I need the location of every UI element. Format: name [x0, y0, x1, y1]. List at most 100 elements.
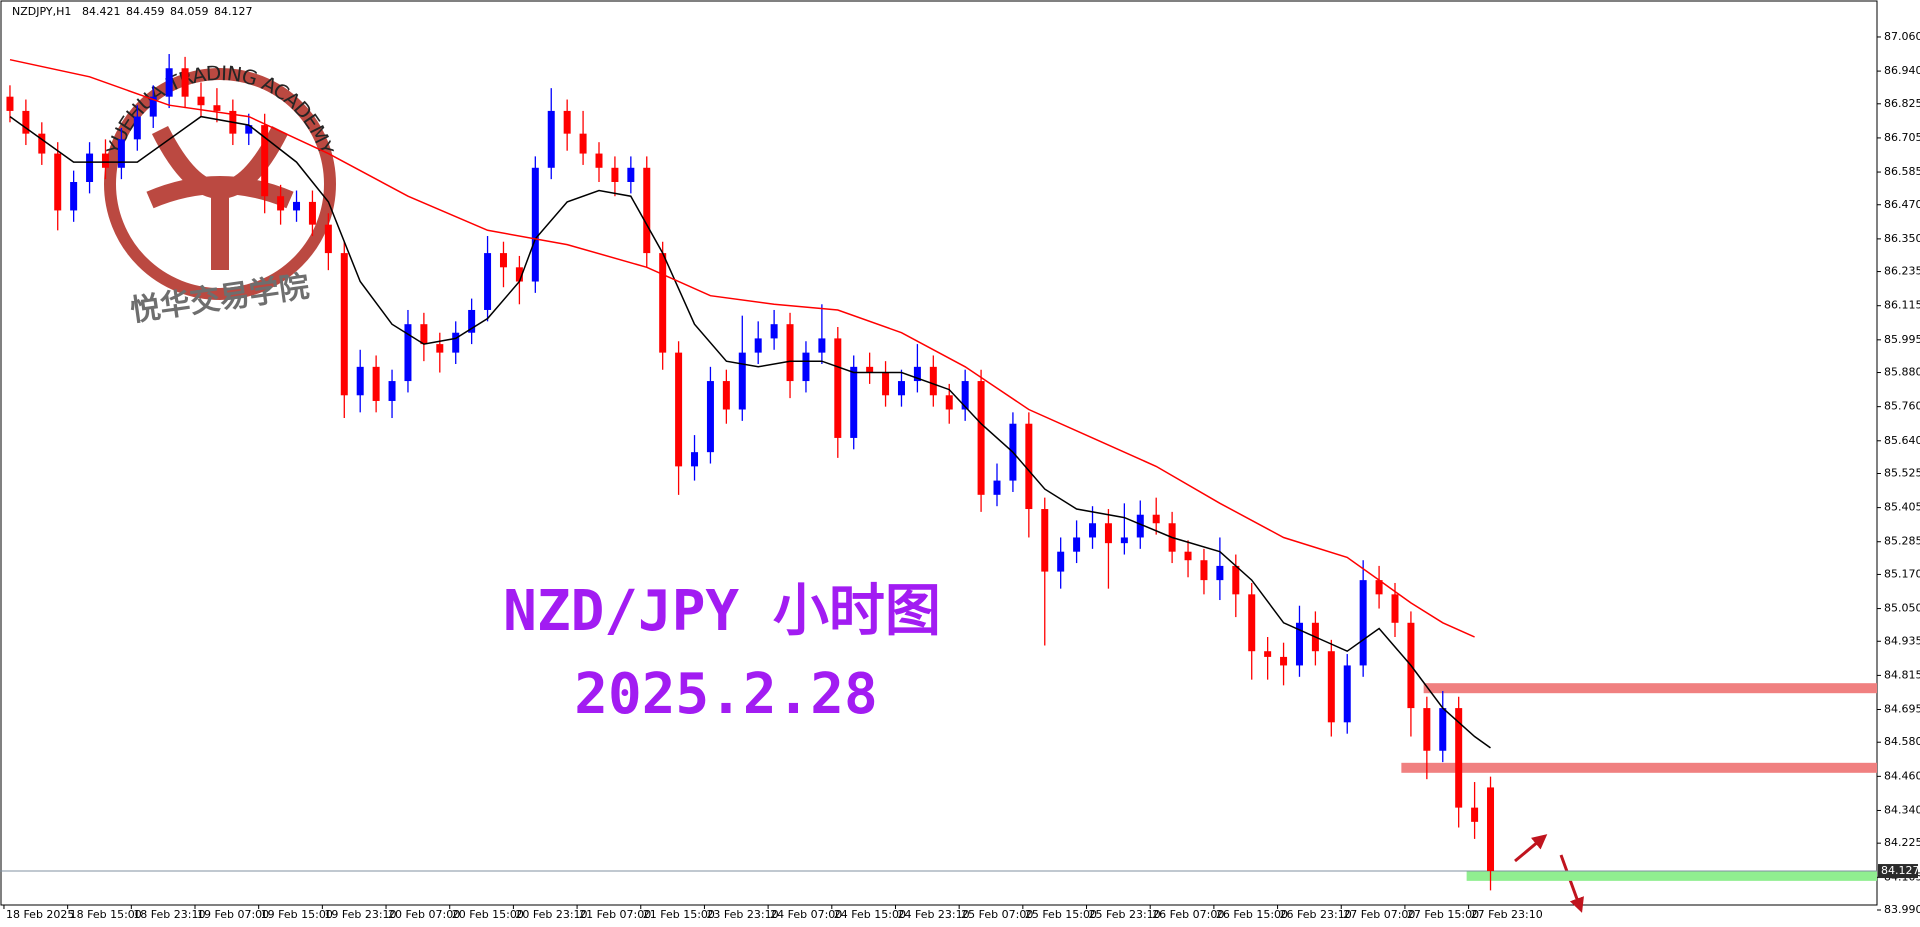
arrow-down	[1559, 854, 1584, 913]
x-tick-label: 23 Feb 23:10	[706, 908, 778, 921]
candle-body	[1025, 423, 1033, 510]
price-tag	[1878, 864, 1918, 879]
candle-body	[54, 153, 62, 211]
x-tick-label: 27 Feb 15:00	[1407, 908, 1479, 921]
candle-body	[38, 133, 46, 154]
candle-body	[324, 224, 332, 254]
chart-subtitle: 2025.2.28	[574, 662, 877, 727]
x-tick-label: 26 Feb 07:00	[1152, 908, 1224, 921]
x-tick-label: 20 Feb 07:00	[388, 908, 460, 921]
candle-body	[722, 381, 730, 410]
y-tick-label: 87.060	[1884, 30, 1920, 43]
header-price: 84.127	[214, 5, 253, 18]
candle-body	[452, 332, 460, 353]
y-tick-label: 86.825	[1884, 97, 1920, 110]
y-tick-label: 86.705	[1884, 131, 1920, 144]
y-tick-label: 85.880	[1884, 366, 1920, 379]
candle-body	[818, 338, 826, 353]
price-tag-label: 84.127	[1881, 864, 1920, 877]
y-tick-label: 84.225	[1884, 836, 1920, 849]
x-tick-label: 18 Feb 23:10	[133, 908, 205, 921]
candle-body	[308, 201, 316, 225]
candle-body	[165, 68, 173, 97]
candle-body	[1248, 594, 1256, 652]
candle-body	[340, 253, 348, 396]
y-tick-label: 86.350	[1884, 232, 1920, 245]
header-price: 84.421	[82, 5, 121, 18]
candle-body	[133, 116, 141, 140]
plot-frame	[0, 0, 1878, 906]
price-zone	[1423, 683, 1877, 694]
candle-body	[86, 153, 94, 182]
candle-body	[611, 167, 619, 182]
candle-body	[1216, 565, 1224, 581]
y-tick-label: 84.340	[1884, 803, 1920, 816]
symbol: NZDJPY,H1	[12, 5, 71, 18]
candle-body	[484, 253, 492, 310]
candle-body	[531, 167, 539, 282]
y-tick-label: 84.815	[1884, 668, 1920, 681]
candle-body	[897, 381, 905, 396]
moving-average	[9, 58, 1475, 638]
candle-body	[356, 366, 364, 396]
candle-body	[1089, 523, 1097, 538]
candle-body	[1104, 523, 1112, 544]
candle-body	[1455, 708, 1463, 808]
candle-body	[627, 167, 635, 182]
candle-body	[420, 324, 428, 345]
candle-body	[691, 452, 699, 467]
x-tick-label: 25 Feb 15:00	[1025, 908, 1097, 921]
candle-body	[563, 110, 571, 134]
candle-body	[945, 395, 953, 410]
candle-body	[850, 366, 858, 438]
candle-body	[706, 381, 714, 453]
x-tick-label: 24 Feb 23:10	[897, 908, 969, 921]
candle-body	[1343, 665, 1351, 723]
candle-body	[659, 253, 667, 353]
candle-body	[1200, 560, 1208, 581]
x-tick-label: 18 Feb 15:00	[70, 908, 142, 921]
candle-body	[101, 153, 109, 168]
x-tick-label: 20 Feb 15:00	[452, 908, 524, 921]
candle-body	[1375, 580, 1383, 595]
price-zone	[1401, 762, 1877, 773]
candle-body	[1184, 551, 1192, 561]
header-price: 84.459	[126, 5, 165, 18]
candle-body	[913, 366, 921, 382]
candle-body	[579, 133, 587, 154]
candle-body	[1471, 807, 1479, 822]
x-tick-label: 21 Feb 07:00	[579, 908, 651, 921]
candle-body	[149, 96, 157, 117]
candle-body	[388, 381, 396, 401]
x-tick-label: 19 Feb 07:00	[197, 908, 269, 921]
candle-body	[22, 110, 30, 134]
x-tick-label: 27 Feb 07:00	[1343, 908, 1415, 921]
candle-body	[1359, 580, 1367, 666]
candle-body	[1295, 622, 1303, 666]
x-tick-label: 20 Feb 23:10	[515, 908, 587, 921]
candle-body	[929, 366, 937, 396]
y-tick-label: 84.935	[1884, 634, 1920, 647]
candle-body	[1487, 787, 1495, 872]
chart-title: NZD/JPY 小时图	[503, 579, 941, 644]
candle-body	[1391, 594, 1399, 623]
y-tick-label: 84.580	[1884, 735, 1920, 748]
candle-body	[213, 105, 221, 111]
candle-body	[197, 96, 205, 106]
watermark: YUEHUA TRADING ACADEMY 悦华交易学院	[101, 60, 339, 329]
candle-body	[117, 139, 125, 168]
arrow-up	[1514, 834, 1548, 863]
y-tick-label: 85.525	[1884, 466, 1920, 479]
candle-body	[1232, 565, 1240, 595]
y-tick-label: 83.990	[1884, 903, 1920, 916]
price-zone	[1466, 870, 1877, 881]
candle-body	[770, 324, 778, 339]
candle-body	[1327, 651, 1335, 723]
candle-body	[468, 309, 476, 333]
candle-body	[738, 352, 746, 410]
y-tick-label: 86.115	[1884, 299, 1920, 312]
candle-body	[6, 96, 14, 111]
candle-body	[436, 344, 444, 353]
candle-body	[277, 196, 285, 211]
x-tick-label: 25 Feb 23:10	[1089, 908, 1161, 921]
